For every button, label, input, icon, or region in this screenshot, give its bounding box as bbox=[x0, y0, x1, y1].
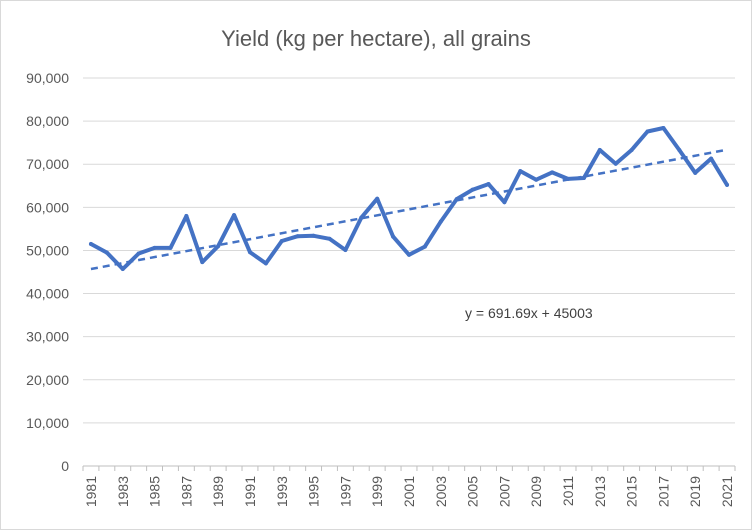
x-tick-label: 2011 bbox=[560, 476, 576, 506]
x-axis-tick-labels: 1981 1983 1985 1987 1989 1991 1993 1995 1997 1999… bbox=[83, 476, 735, 507]
data-point bbox=[263, 261, 268, 266]
data-point bbox=[88, 241, 93, 246]
y-tick-label: 30,000 bbox=[26, 329, 69, 345]
x-tick-label: 1987 bbox=[178, 476, 194, 507]
y-tick-label: 60,000 bbox=[26, 199, 69, 215]
data-point bbox=[232, 213, 237, 218]
x-tick-label: 1985 bbox=[147, 476, 163, 507]
data-point bbox=[216, 244, 221, 249]
data-point bbox=[184, 213, 189, 218]
data-point bbox=[104, 250, 109, 255]
data-point bbox=[613, 161, 618, 166]
y-tick-label: 40,000 bbox=[26, 286, 69, 302]
x-tick-label: 2017 bbox=[655, 476, 671, 507]
y-tick-label: 50,000 bbox=[26, 242, 69, 258]
data-point bbox=[581, 176, 586, 181]
data-point bbox=[168, 245, 173, 250]
gridlines bbox=[83, 77, 735, 424]
data-point bbox=[136, 251, 141, 256]
y-tick-label: 80,000 bbox=[26, 113, 69, 129]
x-tick-label: 2005 bbox=[465, 476, 481, 507]
x-tick-label: 1999 bbox=[369, 476, 385, 507]
data-point bbox=[327, 236, 332, 241]
data-point bbox=[454, 197, 459, 202]
data-point bbox=[279, 238, 284, 243]
y-tick-label: 70,000 bbox=[26, 156, 69, 172]
x-tick-label: 2021 bbox=[719, 476, 735, 507]
data-point bbox=[375, 196, 380, 201]
x-tick-label: 2009 bbox=[528, 476, 544, 507]
y-tick-label: 20,000 bbox=[26, 372, 69, 388]
data-point bbox=[391, 234, 396, 239]
data-point bbox=[311, 233, 316, 238]
data-point bbox=[693, 170, 698, 175]
data-point bbox=[725, 182, 730, 187]
chart-title: Yield (kg per hectare), all grains bbox=[221, 26, 531, 51]
data-point bbox=[247, 250, 252, 255]
x-tick-label: 1991 bbox=[242, 476, 258, 507]
data-point bbox=[470, 187, 475, 192]
data-point bbox=[295, 234, 300, 239]
x-axis bbox=[82, 465, 736, 471]
y-tick-label: 10,000 bbox=[26, 415, 69, 431]
x-tick-label: 2013 bbox=[592, 476, 608, 507]
data-point bbox=[534, 177, 539, 182]
data-point bbox=[709, 156, 714, 161]
data-point bbox=[550, 170, 555, 175]
data-point bbox=[359, 215, 364, 220]
data-point bbox=[422, 244, 427, 249]
data-point bbox=[152, 245, 157, 250]
x-tick-label: 1981 bbox=[83, 476, 99, 507]
x-tick-label: 1993 bbox=[274, 476, 290, 507]
data-point bbox=[120, 266, 125, 271]
data-point bbox=[200, 260, 205, 265]
x-tick-label: 2019 bbox=[687, 476, 703, 507]
data-point bbox=[407, 252, 411, 257]
y-tick-label: 0 bbox=[61, 458, 69, 474]
x-tick-label: 2007 bbox=[496, 476, 512, 507]
x-tick-label: 1997 bbox=[337, 476, 353, 507]
data-point bbox=[566, 176, 571, 181]
data-point bbox=[518, 169, 523, 174]
data-point bbox=[502, 200, 507, 205]
trendline-equation: y = 691.69x + 45003 bbox=[465, 305, 593, 321]
y-axis-tick-labels: 0 10,000 20,000 30,000 40,000 50,000 60,000 70,… bbox=[26, 70, 69, 474]
data-point bbox=[645, 129, 650, 134]
data-point bbox=[629, 147, 634, 152]
x-tick-label: 1995 bbox=[306, 476, 322, 507]
x-tick-label: 2003 bbox=[433, 476, 449, 507]
x-tick-label: 2001 bbox=[401, 476, 417, 507]
data-point bbox=[661, 126, 666, 131]
series-group bbox=[88, 126, 730, 271]
x-tick-label: 1989 bbox=[210, 476, 226, 507]
data-point bbox=[486, 182, 491, 187]
data-point bbox=[597, 147, 602, 152]
x-tick-label: 1983 bbox=[115, 476, 131, 507]
data-point bbox=[343, 248, 348, 253]
data-point bbox=[677, 147, 682, 152]
trendline bbox=[90, 148, 728, 271]
x-tick-label: 2015 bbox=[624, 476, 640, 507]
data-point bbox=[438, 219, 443, 224]
y-tick-label: 90,000 bbox=[26, 70, 69, 86]
trendline-group bbox=[90, 148, 728, 271]
